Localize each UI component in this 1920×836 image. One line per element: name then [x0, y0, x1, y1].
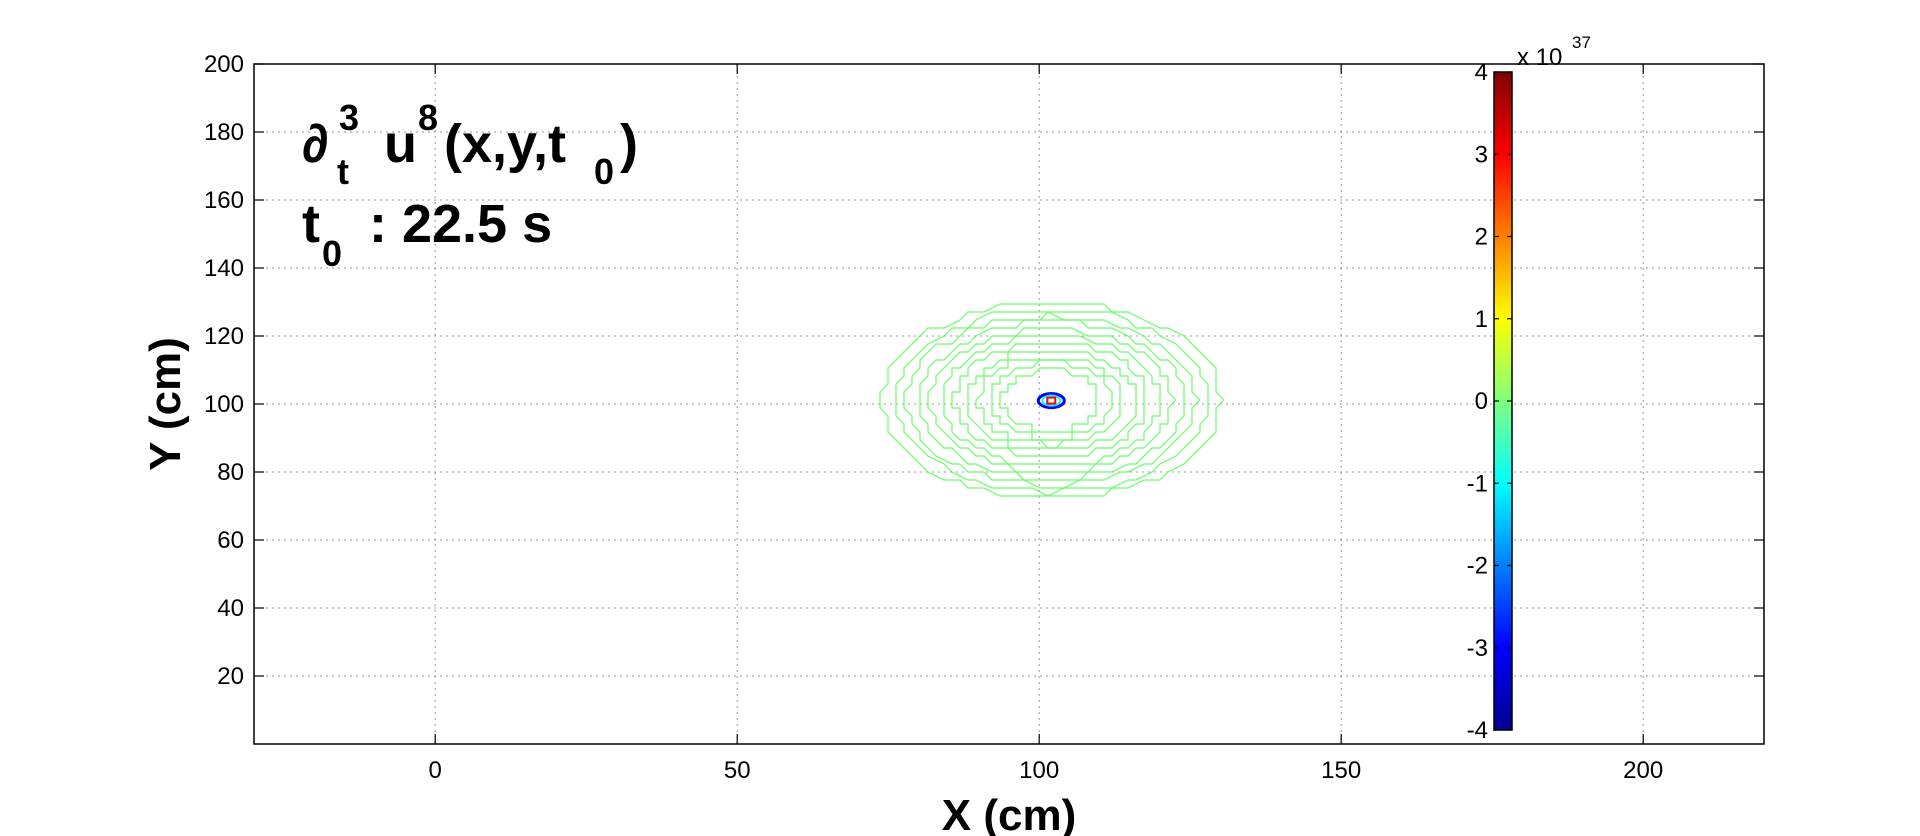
colorbar-tick-label: 3: [1475, 141, 1488, 168]
contour-ring: [919, 319, 1185, 481]
colorbar-tick-label: -3: [1467, 635, 1488, 662]
annotation-formula: ∂ 3 t u 8 (x,y,t 0 ): [302, 97, 638, 192]
contour-ring: [967, 351, 1137, 449]
y-tick-label: 100: [204, 391, 244, 418]
annotation-time: t 0 : 22.5 s: [302, 194, 552, 274]
core-red: [1046, 396, 1057, 405]
colorbar-exponent: 37: [1572, 33, 1591, 52]
x-tick-label: 50: [724, 757, 751, 784]
core-outer-blue: [1036, 392, 1066, 410]
contour-ring: [903, 311, 1201, 489]
contour-ring: [895, 311, 1209, 497]
y-tick-label: 200: [204, 51, 244, 78]
y-tick-label: 120: [204, 323, 244, 350]
y-tick-label: 20: [217, 663, 244, 690]
args-subscript: 0: [594, 151, 614, 192]
time-symbol: t: [302, 194, 320, 254]
x-axis-label: X (cm): [942, 791, 1076, 836]
y-tick-label: 40: [217, 595, 244, 622]
partial-subscript: t: [337, 151, 349, 192]
colorbar-tick-label: 2: [1475, 224, 1488, 251]
colorbar-tick-label: 4: [1475, 59, 1488, 86]
y-tick-label: 160: [204, 187, 244, 214]
contour-ring: [927, 327, 1177, 473]
colorbar-tick-label: 1: [1475, 306, 1488, 333]
time-subscript: 0: [322, 233, 342, 274]
function-name: u: [384, 114, 417, 174]
colorbar-tick-label: -4: [1467, 717, 1488, 744]
contour-ring: [951, 343, 1145, 457]
contour-ring: [943, 335, 1161, 465]
function-power: 8: [418, 97, 438, 138]
function-args: (x,y,t: [444, 114, 566, 174]
x-tick-label: 150: [1321, 757, 1361, 784]
colorbar-exponent-base: x 10: [1517, 44, 1562, 71]
core-cyan: [1041, 394, 1062, 407]
partial-symbol: ∂: [302, 114, 329, 174]
x-axis-ticks: 0 50 100 150 200: [429, 64, 1663, 784]
colorbar-tick-label: -2: [1467, 553, 1488, 580]
y-tick-label: 80: [217, 459, 244, 486]
contour-ring: [999, 367, 1097, 433]
y-axis-label: Y (cm): [141, 337, 190, 471]
svg-text:∂: ∂: [302, 114, 329, 174]
x-tick-label: 0: [429, 757, 442, 784]
y-tick-label: 140: [204, 255, 244, 282]
contour-ring: [879, 303, 1225, 497]
args-close: ): [620, 114, 638, 174]
y-tick-label: 60: [217, 527, 244, 554]
x-tick-label: 100: [1019, 757, 1059, 784]
colorbar-tick-label: 0: [1475, 388, 1488, 415]
colorbar-ticks: 4 3 2 1 0 -1 -2 -3 -4: [1467, 59, 1512, 744]
colorbar: 4 3 2 1 0 -1 -2 -3 -4 x 10 37: [1467, 33, 1591, 744]
time-value: : 22.5 s: [354, 194, 552, 254]
colorbar-tick-label: -1: [1467, 470, 1488, 497]
partial-order: 3: [339, 97, 359, 138]
contour-lines: [879, 303, 1225, 497]
x-tick-label: 200: [1623, 757, 1663, 784]
y-tick-label: 180: [204, 119, 244, 146]
